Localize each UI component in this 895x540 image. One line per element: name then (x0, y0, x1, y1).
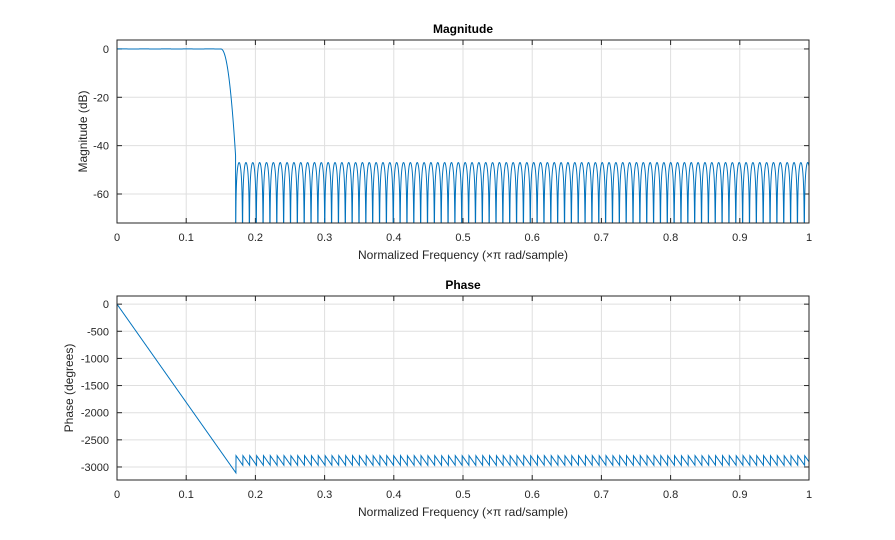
axes-box (116, 295, 810, 481)
x-tick-label: 0.3 (317, 232, 332, 244)
y-axis-label: Magnitude (dB) (76, 90, 90, 172)
x-tick-label: 0 (114, 232, 120, 244)
x-tick-label: 1 (806, 489, 812, 501)
y-tick-label: -2500 (81, 435, 109, 447)
x-axis-label: Normalized Frequency (×π rad/sample) (358, 248, 568, 262)
x-tick-label: 0.9 (732, 489, 747, 501)
y-tick-label: -3000 (81, 462, 109, 474)
phase-axes: 0 0.1 0.2 0.3 0.4 0.5 0.6 0.7 0.8 0.9 1 0 -500 -1000 -… (62, 278, 812, 519)
chart-title: Magnitude (433, 22, 493, 36)
y-tick-label: -500 (87, 326, 109, 338)
y-tick-label: -60 (93, 189, 109, 201)
x-tick-label: 0.7 (594, 489, 609, 501)
magnitude-axes: 0 0.1 0.2 0.3 0.4 0.5 0.6 0.7 0.8 0.9 1 0 -20 -40 -60 M… (76, 22, 812, 262)
x-tick-label: 0.1 (179, 232, 194, 244)
x-tick-label: 0.9 (732, 232, 747, 244)
chart-title: Phase (445, 278, 481, 292)
axes-box (116, 39, 810, 224)
x-tick-label: 0.2 (248, 489, 263, 501)
y-tick-label: -20 (93, 92, 109, 104)
x-tick-label: 0.4 (386, 232, 401, 244)
y-tick-label: -40 (93, 141, 109, 153)
y-tick-label: -1500 (81, 381, 109, 393)
y-tick-label: 0 (103, 299, 109, 311)
x-tick-label: 0.8 (663, 232, 678, 244)
x-tick-label: 0 (114, 489, 120, 501)
x-tick-label: 0.8 (663, 489, 678, 501)
x-tick-label: 0.2 (248, 232, 263, 244)
y-tick-label: -1000 (81, 353, 109, 365)
y-axis-label: Phase (degrees) (62, 344, 76, 433)
x-tick-label: 0.3 (317, 489, 332, 501)
x-tick-label: 0.1 (179, 489, 194, 501)
y-tick-label: 0 (103, 44, 109, 56)
y-tick-label: -2000 (81, 408, 109, 420)
x-tick-label: 1 (806, 232, 812, 244)
x-tick-label: 0.5 (455, 489, 470, 501)
x-tick-label: 0.7 (594, 232, 609, 244)
x-tick-label: 0.6 (525, 489, 540, 501)
magnitude-line (117, 48, 809, 223)
x-axis-label: Normalized Frequency (×π rad/sample) (358, 505, 568, 519)
x-tick-label: 0.5 (455, 232, 470, 244)
phase-line (117, 303, 809, 475)
x-tick-label: 0.4 (386, 489, 401, 501)
x-tick-label: 0.6 (525, 232, 540, 244)
